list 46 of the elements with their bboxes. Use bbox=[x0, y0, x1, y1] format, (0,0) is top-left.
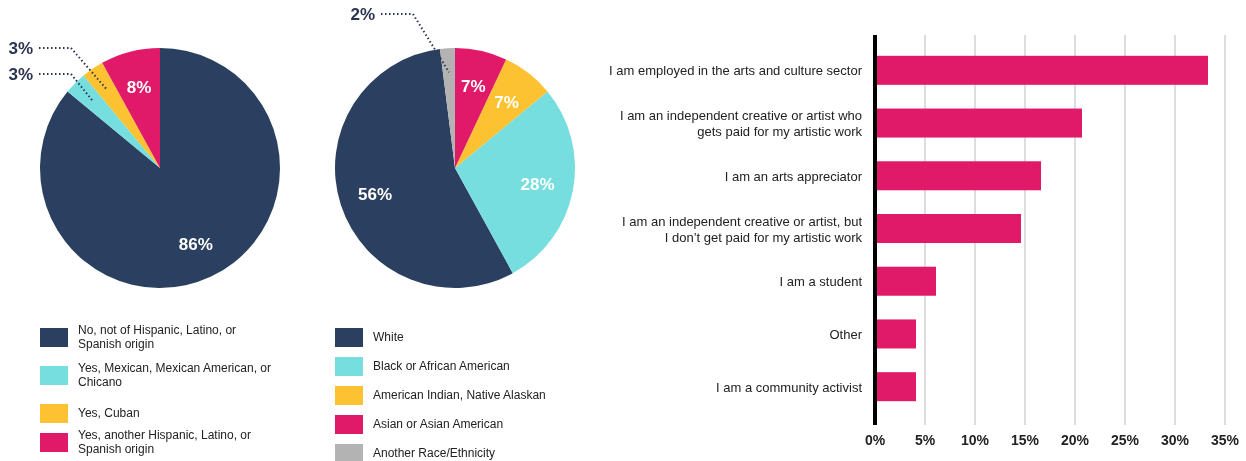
legend-label: Asian or Asian American bbox=[373, 417, 504, 431]
bar bbox=[875, 266, 936, 296]
legend-label: No, not of Hispanic, Latino, or Spanish origin bbox=[78, 323, 237, 351]
bar bbox=[875, 108, 1082, 138]
data-label: 2% bbox=[350, 5, 375, 24]
data-label: 8% bbox=[126, 77, 152, 97]
x-tick-label: 20% bbox=[1060, 432, 1090, 448]
x-tick-label: 5% bbox=[914, 432, 936, 448]
x-tick-label: 10% bbox=[960, 432, 990, 448]
data-label: 7% bbox=[461, 77, 486, 97]
legend-label: Yes, Mexican, Mexican American, or Chicano bbox=[78, 361, 271, 389]
pie-slice bbox=[40, 48, 280, 288]
bar bbox=[875, 372, 916, 402]
y-tick-label: I am an independent creative or artist, but I don’t get paid for my artistic work bbox=[622, 213, 863, 245]
y-tick-label: I am a student bbox=[779, 274, 863, 290]
y-tick-label: I am an arts appreciator bbox=[724, 168, 863, 184]
data-label: 86% bbox=[178, 235, 213, 255]
legend-label: Black or African American bbox=[373, 359, 510, 373]
pie-slice bbox=[102, 48, 160, 168]
x-tick-label: 15% bbox=[1010, 432, 1040, 448]
data-label: 3% bbox=[8, 65, 33, 84]
legend-label: Yes, Cuban bbox=[78, 406, 140, 420]
pie-slice bbox=[455, 91, 575, 274]
x-tick-label: 30% bbox=[1160, 432, 1190, 448]
bar bbox=[875, 55, 1208, 85]
legend-label: Another Race/Ethnicity bbox=[373, 446, 496, 460]
legend-label: Yes, another Hispanic, Latino, or Spanish origin bbox=[78, 428, 251, 456]
pie-slice bbox=[67, 75, 160, 168]
bar bbox=[875, 214, 1021, 243]
legend-label: American Indian, Native Alaskan bbox=[373, 388, 546, 402]
x-tick-label: 0% bbox=[864, 432, 886, 448]
x-tick-label: 35% bbox=[1210, 432, 1240, 448]
bar bbox=[875, 161, 1041, 191]
data-label: 56% bbox=[358, 184, 393, 204]
y-tick-label: I am a community activist bbox=[716, 379, 863, 395]
y-tick-label: I am employed in the arts and culture sector bbox=[609, 63, 863, 79]
pie-slice bbox=[455, 59, 548, 168]
bar bbox=[875, 319, 916, 349]
data-label: 3% bbox=[8, 39, 33, 58]
legend-label: White bbox=[373, 330, 404, 344]
data-label: 7% bbox=[494, 92, 519, 112]
data-label: 28% bbox=[520, 174, 555, 194]
y-tick-label: I am an independent creative or artist who gets paid for my artistic work bbox=[619, 108, 863, 140]
y-tick-label: Other bbox=[829, 326, 863, 342]
pie-slice bbox=[83, 62, 160, 168]
x-tick-label: 25% bbox=[1110, 432, 1140, 448]
